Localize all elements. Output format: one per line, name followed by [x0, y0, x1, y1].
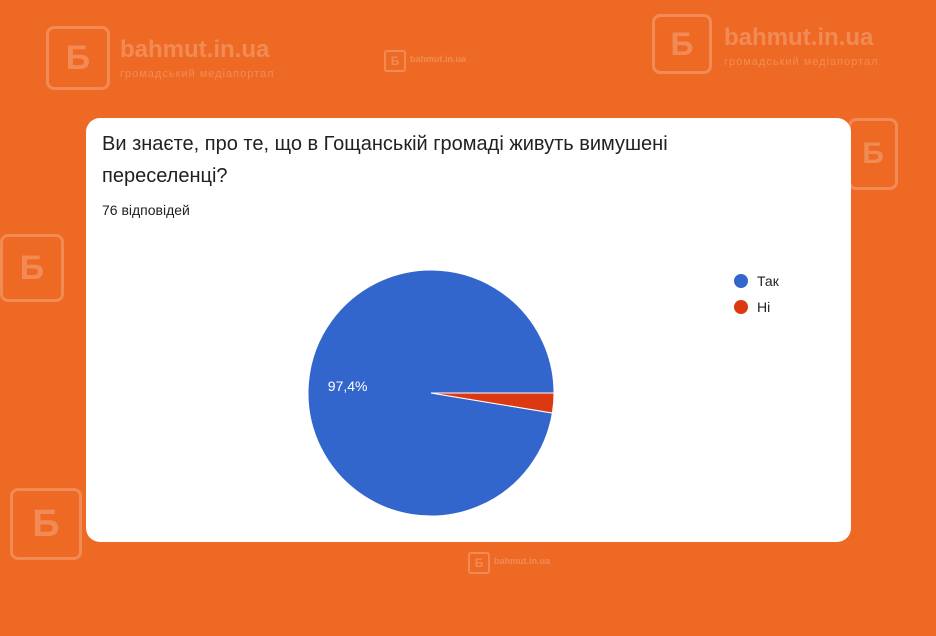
watermark-brand: bahmut.in.ua — [724, 24, 874, 51]
legend-item-2[interactable]: Ні — [734, 294, 779, 320]
chart-card: Ви знаєте, про те, що в Гощанській грома… — [86, 118, 851, 542]
chart-legend: Так Ні — [734, 268, 779, 320]
legend-item-1[interactable]: Так — [734, 268, 779, 294]
watermark-brand: bahmut.in.ua — [120, 36, 270, 63]
legend-label: Ні — [757, 299, 771, 315]
watermark-logo: Б — [0, 234, 64, 302]
watermark-logo: Б — [10, 488, 82, 560]
legend-swatch — [734, 300, 748, 314]
legend-swatch — [734, 274, 748, 288]
watermark-bottom-left: Б — [10, 488, 90, 568]
legend-label: Так — [757, 273, 779, 289]
response-count: 76 відповідей — [102, 202, 190, 218]
watermark-logo: Б — [46, 26, 110, 90]
watermark-brand-small: bahmut.in.ua — [494, 556, 550, 566]
watermark-brand-small: bahmut.in.ua — [410, 54, 466, 64]
question-title: Ви знаєте, про те, що в Гощанській грома… — [102, 133, 668, 187]
watermark-tagline: громадський медіапортал — [724, 56, 879, 68]
pie-chart: 97,4% — [307, 269, 555, 517]
watermark-logo: Б — [848, 118, 898, 190]
watermark-logo-small: Б — [468, 552, 490, 574]
watermark-logo: Б — [652, 14, 712, 74]
watermark-top-left: Б bahmut.in.ua громадський медіапортал — [46, 26, 306, 106]
watermark-top-center: Б bahmut.in.ua — [384, 50, 504, 74]
watermark-right-mid: Б — [848, 118, 936, 198]
watermark-logo-small: Б — [384, 50, 406, 72]
watermark-bottom-center: Б bahmut.in.ua — [468, 552, 588, 576]
watermark-tagline: громадський медіапортал — [120, 68, 275, 80]
watermark-left-mid: Б — [0, 234, 90, 304]
watermark-top-right: Б bahmut.in.ua громадський медіапортал — [652, 14, 912, 94]
pie-slice-label-1: 97,4% — [328, 378, 368, 394]
pie-slice-2[interactable] — [430, 392, 555, 414]
